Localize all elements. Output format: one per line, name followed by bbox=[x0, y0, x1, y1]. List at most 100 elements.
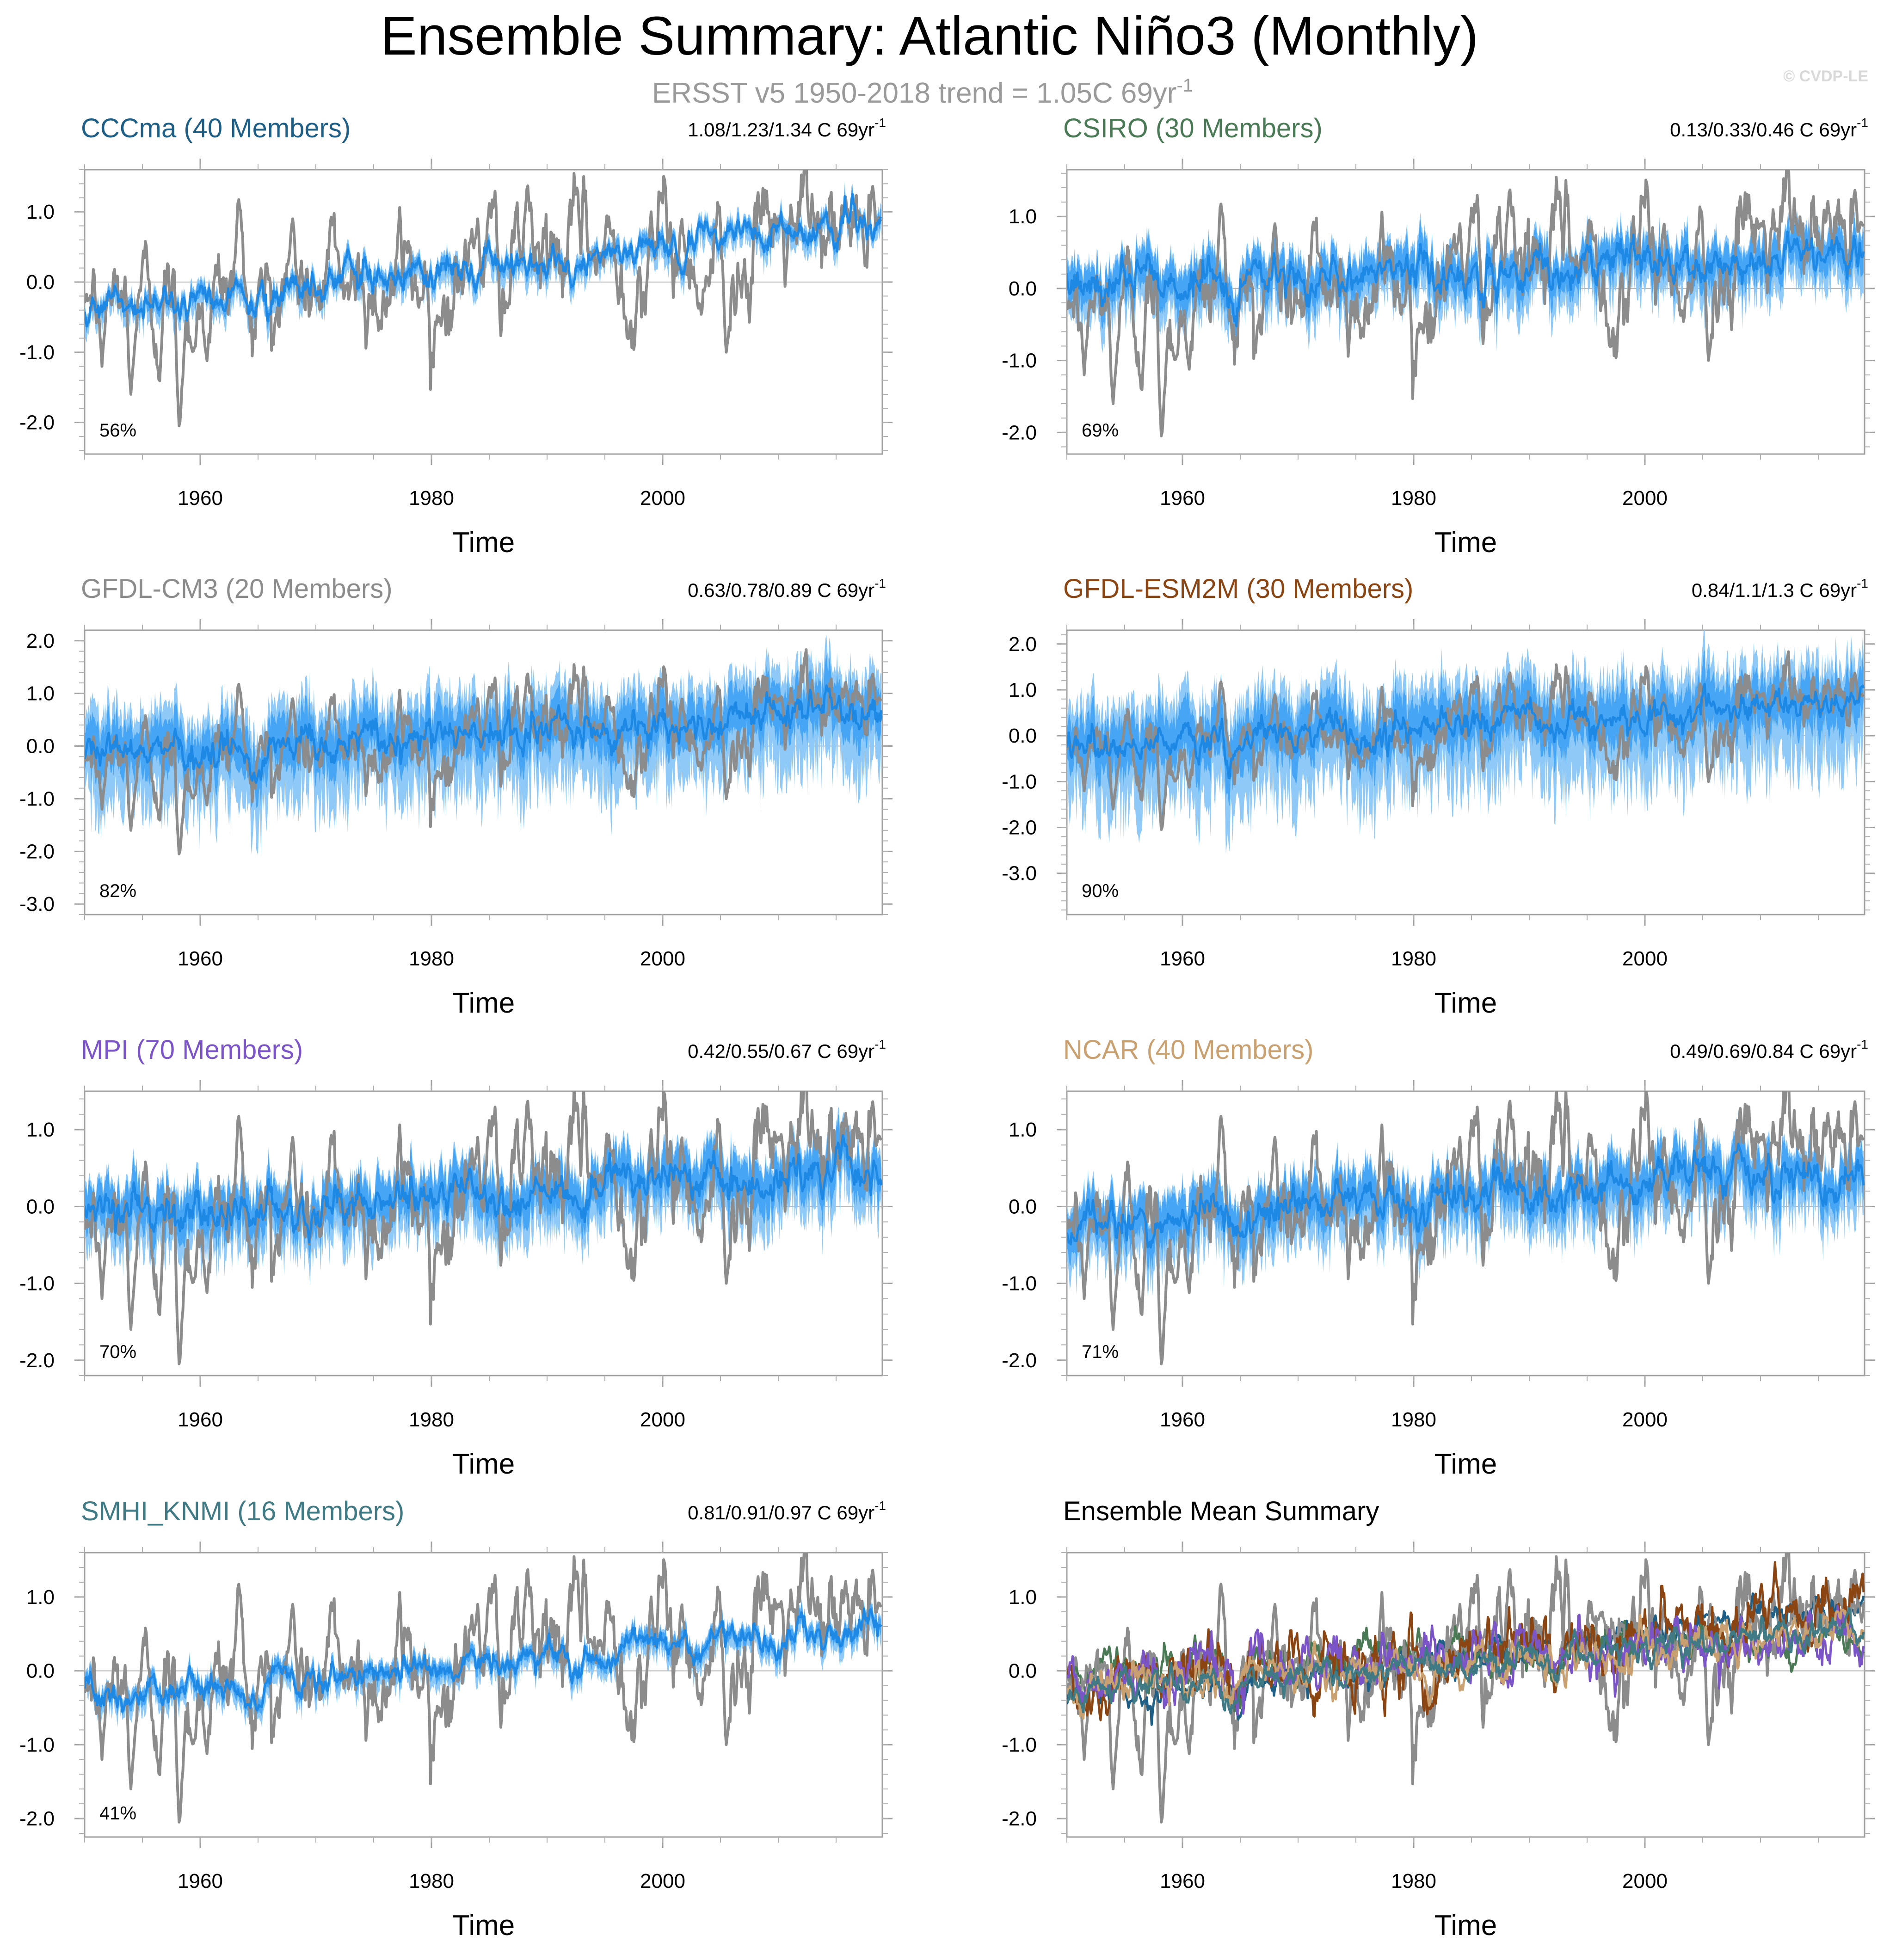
plot-area bbox=[85, 634, 882, 857]
trend-label: 0.63/0.78/0.89 C 69yr-1 bbox=[688, 576, 886, 601]
ytick-label: -2.0 bbox=[19, 1807, 55, 1830]
plot-area bbox=[1067, 170, 1865, 437]
ytick-label: 1.0 bbox=[1009, 1586, 1037, 1609]
ytick-label: -2.0 bbox=[1002, 421, 1037, 444]
ytick-label: -2.0 bbox=[1002, 1807, 1037, 1830]
plot-area bbox=[85, 1091, 882, 1365]
ytick-label: -1.0 bbox=[1002, 770, 1037, 793]
ensemble-mean-line bbox=[85, 684, 882, 784]
panel-gfdl-esm2m: GFDL-ESM2M (30 Members) 0.84/1.1/1.3 C 69… bbox=[1002, 574, 1875, 1019]
panel-title: Ensemble Mean Summary bbox=[1063, 1496, 1379, 1526]
trend-label: 0.42/0.55/0.67 C 69yr-1 bbox=[688, 1037, 886, 1062]
ytick-label: 0.0 bbox=[26, 1195, 55, 1218]
xtick-label: 1960 bbox=[178, 1870, 223, 1892]
panel-title: MPI (70 Members) bbox=[81, 1035, 303, 1065]
plot-area bbox=[85, 170, 882, 427]
xtick-label: 1980 bbox=[1391, 1408, 1436, 1431]
xtick-label: 1980 bbox=[1391, 487, 1436, 510]
ytick-label: -2.0 bbox=[19, 1349, 55, 1372]
panel-title: CSIRO (30 Members) bbox=[1063, 113, 1323, 143]
xtick-label: 2000 bbox=[640, 1408, 685, 1431]
ytick-label: -2.0 bbox=[1002, 817, 1037, 839]
plot-area bbox=[1067, 1091, 1865, 1365]
plot-frame bbox=[1066, 169, 1865, 455]
panel-csiro: CSIRO (30 Members) 0.13/0.33/0.46 C 69yr-… bbox=[1002, 113, 1875, 559]
ytick-label: 1.0 bbox=[1009, 679, 1037, 701]
ensemble-mean-line bbox=[85, 1134, 882, 1244]
pct-label: 69% bbox=[1082, 420, 1119, 441]
ensemble-mean-line bbox=[1067, 1143, 1865, 1249]
ytick-label: 1.0 bbox=[1009, 205, 1037, 228]
ytick-label: 1.0 bbox=[26, 201, 55, 223]
xtick-label: 1960 bbox=[178, 1408, 223, 1431]
ytick-label: 0.0 bbox=[1009, 277, 1037, 300]
ytick-label: -1.0 bbox=[19, 787, 55, 810]
xtick-label: 1960 bbox=[1160, 487, 1205, 510]
ensemble-mean-line bbox=[85, 1607, 882, 1713]
figure-subtitle: ERSST v5 1950-2018 trend = 1.05C 69yr-1 bbox=[652, 75, 1193, 109]
xtick-label: 1980 bbox=[409, 947, 454, 970]
figure-title: Ensemble Summary: Atlantic Niño3 (Monthl… bbox=[381, 6, 1478, 67]
ytick-label: 0.0 bbox=[1009, 1195, 1037, 1218]
obs-line bbox=[1067, 650, 1865, 831]
ytick-label: -1.0 bbox=[19, 1272, 55, 1295]
ensemble-mean-line bbox=[1067, 230, 1865, 328]
xtick-label: 2000 bbox=[1622, 947, 1668, 970]
ytick-label: 2.0 bbox=[26, 630, 55, 652]
ensemble-mean-line bbox=[1067, 682, 1865, 780]
summary-line-mpi bbox=[1067, 1605, 1865, 1716]
xtick-label: 1960 bbox=[1160, 947, 1205, 970]
ytick-label: -2.0 bbox=[1002, 1349, 1037, 1372]
ytick-label: 0.0 bbox=[26, 735, 55, 758]
ytick-label: -3.0 bbox=[19, 893, 55, 915]
trend-label: 0.13/0.33/0.46 C 69yr-1 bbox=[1670, 116, 1868, 141]
xaxis-label: Time bbox=[452, 1910, 515, 1942]
trend-label: 0.81/0.91/0.97 C 69yr-1 bbox=[688, 1499, 886, 1524]
panels: CCCma (40 Members) 1.08/1.23/1.34 C 69yr-… bbox=[19, 113, 1875, 1942]
panel-title: CCCma (40 Members) bbox=[81, 113, 351, 143]
ytick-label: -1.0 bbox=[1002, 1733, 1037, 1756]
panel-title: GFDL-ESM2M (30 Members) bbox=[1063, 574, 1413, 604]
ytick-label: 1.0 bbox=[1009, 1118, 1037, 1141]
obs-line bbox=[85, 1091, 882, 1365]
xaxis-label: Time bbox=[452, 1448, 515, 1480]
xtick-label: 1960 bbox=[1160, 1870, 1205, 1892]
panel-title: SMHI_KNMI (16 Members) bbox=[81, 1496, 404, 1526]
plot-area bbox=[85, 1553, 882, 1824]
pct-label: 41% bbox=[99, 1803, 136, 1824]
pct-label: 70% bbox=[99, 1342, 136, 1362]
xtick-label: 2000 bbox=[1622, 1870, 1668, 1892]
pct-label: 71% bbox=[1082, 1342, 1119, 1362]
ensemble-mean-line bbox=[85, 193, 882, 328]
ytick-label: 0.0 bbox=[1009, 725, 1037, 747]
xtick-label: 1980 bbox=[409, 1408, 454, 1431]
ytick-label: 0.0 bbox=[1009, 1660, 1037, 1683]
pct-label: 90% bbox=[1082, 881, 1119, 901]
xtick-label: 1960 bbox=[178, 947, 223, 970]
watermark: © CVDP-LE bbox=[1783, 68, 1868, 85]
xtick-label: 1960 bbox=[1160, 1408, 1205, 1431]
plot-area bbox=[1067, 630, 1865, 854]
panel-title: GFDL-CM3 (20 Members) bbox=[81, 574, 393, 604]
obs-line bbox=[85, 1553, 882, 1824]
ytick-label: -3.0 bbox=[1002, 862, 1037, 885]
xtick-label: 1980 bbox=[1391, 947, 1436, 970]
xtick-label: 2000 bbox=[640, 1870, 685, 1892]
xaxis-label: Time bbox=[1434, 987, 1497, 1019]
ytick-label: -1.0 bbox=[1002, 1272, 1037, 1295]
xtick-label: 1980 bbox=[409, 1870, 454, 1892]
xaxis-label: Time bbox=[452, 527, 515, 559]
ytick-label: 2.0 bbox=[1009, 633, 1037, 656]
panel-title: NCAR (40 Members) bbox=[1063, 1035, 1313, 1065]
pct-label: 56% bbox=[99, 420, 136, 441]
obs-line bbox=[85, 170, 882, 427]
ytick-label: 0.0 bbox=[26, 1660, 55, 1683]
ytick-label: -1.0 bbox=[19, 341, 55, 364]
ytick-label: -1.0 bbox=[19, 1733, 55, 1756]
xtick-label: 1980 bbox=[409, 487, 454, 510]
panel-cccma: CCCma (40 Members) 1.08/1.23/1.34 C 69yr-… bbox=[19, 113, 893, 559]
trend-label: 0.49/0.69/0.84 C 69yr-1 bbox=[1670, 1037, 1868, 1062]
ytick-label: 1.0 bbox=[26, 1118, 55, 1141]
panel-gfdl-cm3: GFDL-CM3 (20 Members) 0.63/0.78/0.89 C 69… bbox=[19, 574, 893, 1019]
